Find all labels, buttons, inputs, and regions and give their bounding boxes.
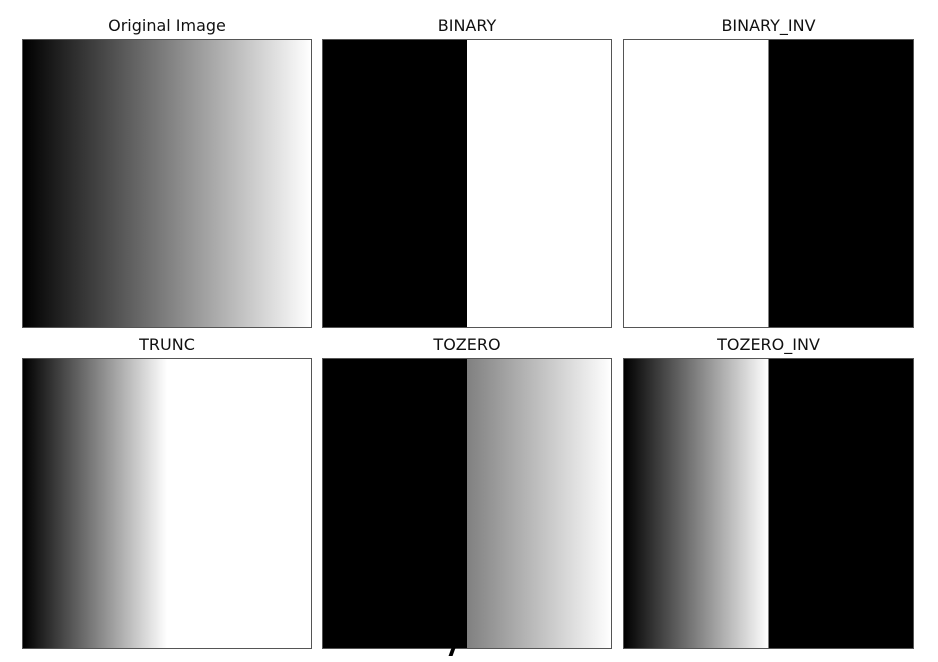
stray-mark — [448, 648, 456, 656]
panel-trunc: TRUNC — [22, 335, 312, 649]
panel-title-tozero: TOZERO — [433, 335, 501, 354]
image-binary-frame — [322, 39, 612, 328]
panel-binary: BINARY — [322, 16, 612, 328]
image-tozero — [323, 359, 611, 648]
image-tozero-inv — [624, 359, 913, 648]
panel-title-trunc: TRUNC — [139, 335, 195, 354]
image-tozero-inv-frame — [623, 358, 914, 649]
image-tozero-frame — [322, 358, 612, 649]
panel-title-binary-inv: BINARY_INV — [721, 16, 816, 35]
panel-title-tozero-inv: TOZERO_INV — [717, 335, 820, 354]
panel-title-binary: BINARY — [437, 16, 497, 35]
image-binary — [323, 40, 611, 327]
image-trunc-frame — [22, 358, 312, 649]
panel-original-image: Original Image — [22, 16, 312, 328]
panel-title-original-image: Original Image — [108, 16, 226, 35]
image-binary-inv — [624, 40, 913, 327]
image-binary-inv-frame — [623, 39, 914, 328]
panel-tozero: TOZERO — [322, 335, 612, 649]
image-original-gradient — [23, 40, 311, 327]
panel-binary-inv: BINARY_INV — [623, 16, 914, 328]
image-trunc — [23, 359, 311, 648]
image-original-frame — [22, 39, 312, 328]
panel-tozero-inv: TOZERO_INV — [623, 335, 914, 649]
